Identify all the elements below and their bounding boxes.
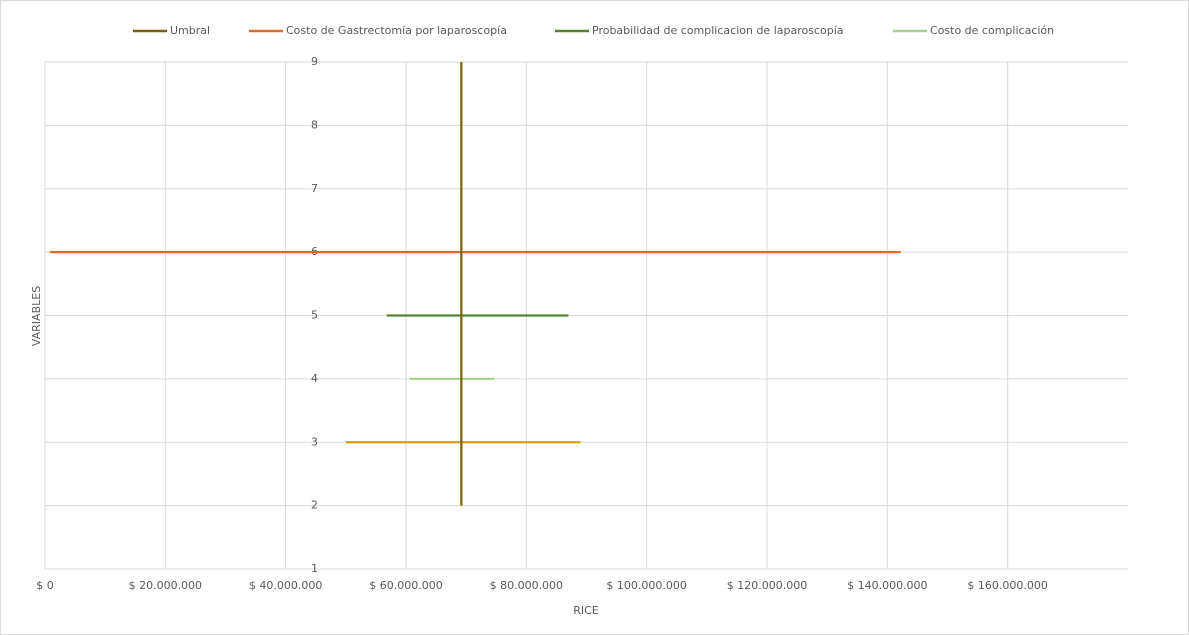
y-tick-label: 1 — [311, 562, 318, 575]
x-tick-label: $ 60.000.000 — [369, 579, 442, 592]
x-tick-label: $ 140.000.000 — [847, 579, 927, 592]
x-tick-label: $ 20.000.000 — [129, 579, 202, 592]
x-tick-label: $ 0 — [36, 579, 54, 592]
x-tick-label: $ 120.000.000 — [727, 579, 807, 592]
x-tick-label: $ 80.000.000 — [490, 579, 563, 592]
y-tick-label: 7 — [311, 182, 318, 195]
x-tick-label: $ 40.000.000 — [249, 579, 322, 592]
y-tick-label: 9 — [311, 55, 318, 68]
legend-label: Probabilidad de complicacion de laparosc… — [592, 24, 844, 37]
legend-label: Costo de complicación — [930, 24, 1054, 37]
x-axis-title: RICE — [573, 604, 599, 617]
y-tick-label: 3 — [311, 435, 318, 448]
y-axis-title: VARIABLES — [30, 286, 43, 346]
x-tick-label: $ 100.000.000 — [606, 579, 686, 592]
legend-label: Costo de Gastrectomía por laparoscopía — [286, 24, 507, 37]
y-tick-label: 5 — [311, 309, 318, 322]
legend-label: Umbral — [170, 24, 210, 37]
y-tick-label: 8 — [311, 118, 318, 131]
y-tick-label: 4 — [311, 372, 318, 385]
y-tick-label: 2 — [311, 499, 318, 512]
x-tick-label: $ 160.000.000 — [967, 579, 1047, 592]
